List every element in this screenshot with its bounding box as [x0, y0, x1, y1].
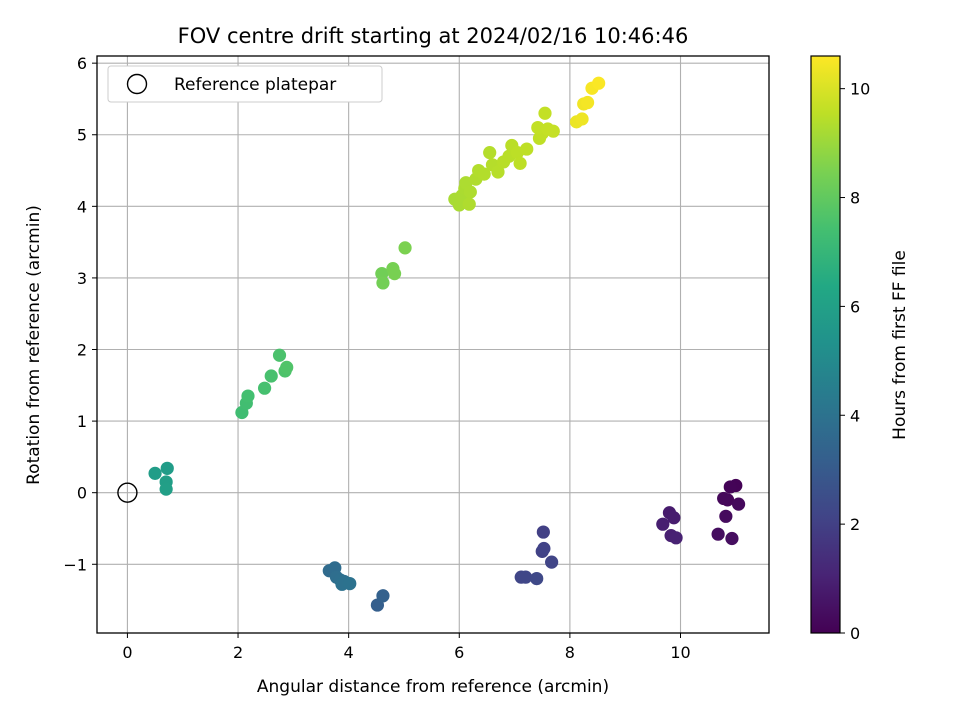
- data-point: [264, 369, 278, 383]
- x-tick-label: 0: [122, 643, 132, 662]
- colorbar-tick-label: 0: [850, 624, 860, 643]
- legend-reference-marker: [126, 73, 148, 95]
- x-axis-label: Angular distance from reference (arcmin): [257, 677, 609, 697]
- data-point: [536, 525, 550, 539]
- grid-lines: [97, 56, 769, 633]
- data-point: [711, 527, 725, 541]
- x-tick-label: 2: [233, 643, 243, 662]
- data-point: [575, 112, 589, 126]
- x-tick-label: 6: [454, 643, 464, 662]
- colorbar-tick-label: 4: [850, 406, 860, 425]
- data-point: [520, 142, 534, 156]
- data-point: [656, 517, 670, 531]
- data-point: [513, 156, 527, 170]
- data-point: [723, 480, 737, 494]
- data-point: [731, 497, 746, 511]
- y-axis-label: Rotation from reference (arcmin): [24, 205, 44, 485]
- data-point: [280, 360, 294, 375]
- legend: Reference platepar: [107, 65, 383, 103]
- data-point: [159, 482, 173, 496]
- colorbar-gradient: [810, 55, 841, 634]
- data-point: [160, 461, 174, 475]
- data-point: [343, 577, 357, 591]
- data-point: [483, 146, 497, 160]
- chart-title: FOV centre drift starting at 2024/02/16 …: [178, 24, 689, 48]
- reference-point: [117, 482, 138, 503]
- x-axis-ticks: 0 2 4 6 8 10: [122, 633, 691, 662]
- data-points: [148, 76, 746, 612]
- data-point: [387, 267, 402, 281]
- x-tick-label: 8: [565, 643, 575, 662]
- data-point: [241, 389, 255, 403]
- data-point: [398, 241, 412, 255]
- data-point: [463, 185, 477, 199]
- data-point: [546, 124, 560, 138]
- data-point: [491, 165, 505, 179]
- data-point: [376, 276, 390, 290]
- data-point: [719, 509, 733, 523]
- data-point: [725, 531, 739, 546]
- data-point: [592, 76, 606, 90]
- colorbar-tick-label: 10: [850, 80, 870, 99]
- colorbar-tick-label: 6: [850, 297, 860, 316]
- data-point: [667, 511, 681, 525]
- plot-frame: [96, 55, 770, 634]
- colorbar-tick-label: 8: [850, 189, 860, 208]
- y-tick-label: 3: [77, 269, 87, 288]
- y-tick-label: 2: [77, 341, 87, 360]
- legend-box: [107, 65, 383, 103]
- reference-marker: [117, 482, 138, 503]
- legend-label: Reference platepar: [174, 75, 336, 95]
- data-point: [580, 95, 595, 110]
- data-point: [538, 106, 552, 120]
- y-tick-label: 4: [77, 197, 87, 216]
- data-point: [531, 120, 545, 135]
- y-tick-label: 1: [77, 412, 87, 431]
- data-point: [462, 197, 476, 211]
- colorbar-label: Hours from first FF file: [890, 250, 910, 440]
- y-tick-label: 5: [77, 126, 87, 145]
- data-point: [257, 381, 272, 395]
- y-tick-label: 6: [77, 54, 87, 73]
- data-point: [545, 555, 559, 569]
- data-point: [530, 571, 544, 586]
- y-tick-label: −1: [63, 555, 87, 574]
- data-point: [477, 167, 491, 181]
- colorbar: 0 2 4 6 8 10 Hours from first FF file: [810, 55, 910, 643]
- x-tick-label: 4: [344, 643, 354, 662]
- y-tick-label: 0: [77, 484, 87, 503]
- y-axis-ticks: −1 0 1 2 3 4 5 6: [63, 54, 97, 574]
- data-point: [537, 541, 551, 556]
- data-point: [272, 348, 287, 362]
- data-point: [376, 589, 390, 603]
- x-tick-label: 10: [670, 643, 690, 662]
- colorbar-tick-label: 2: [850, 515, 860, 534]
- data-point: [717, 491, 731, 506]
- data-point: [519, 570, 533, 584]
- data-point: [669, 531, 683, 545]
- colorbar-ticks: 0 2 4 6 8 10: [840, 80, 870, 643]
- data-point: [148, 466, 162, 480]
